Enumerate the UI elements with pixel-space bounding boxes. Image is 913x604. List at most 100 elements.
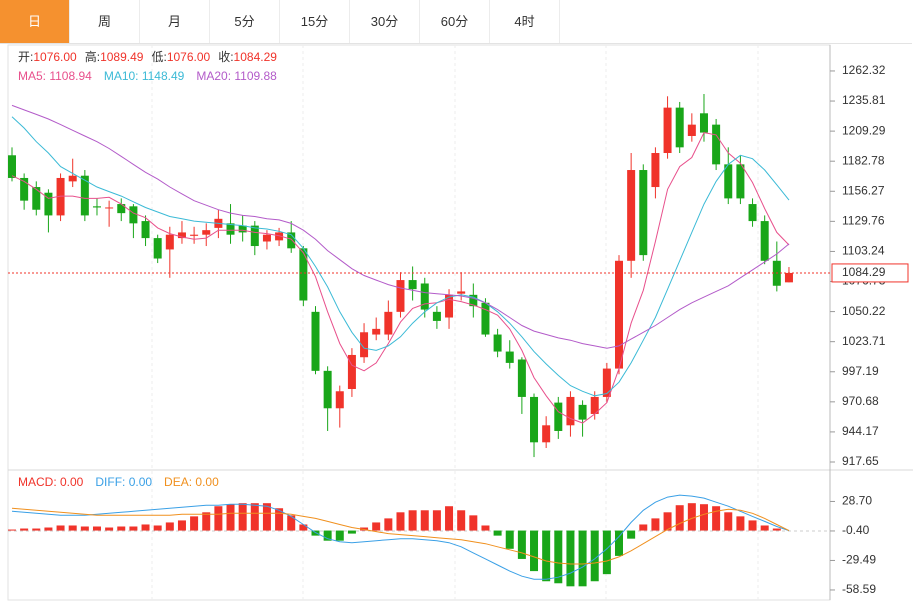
y-tick-label: -58.59	[842, 582, 876, 596]
candle-body	[396, 280, 405, 312]
candle-body	[165, 234, 174, 250]
candle-body	[445, 294, 454, 318]
candle-body	[117, 204, 126, 214]
macd-bar	[675, 505, 684, 531]
candle-body	[250, 225, 259, 247]
last-price-box	[831, 263, 909, 283]
y-tick-label: -0.40	[842, 523, 870, 537]
legend-item: MA5: 1108.94	[18, 69, 92, 83]
legend-item: 低:	[151, 50, 166, 64]
candle-body	[92, 206, 101, 208]
macd-bar	[372, 522, 381, 531]
candle-body	[590, 396, 599, 414]
legend: MACD: 0.00 DIFF: 0.00 DEA: 0.00	[18, 475, 219, 489]
period-tab[interactable]: 日	[0, 0, 70, 43]
macd-bar	[92, 526, 101, 531]
macd-bar	[760, 525, 769, 531]
candle-body	[323, 370, 332, 409]
period-tab[interactable]: 30分	[350, 0, 420, 43]
candle-body	[748, 204, 757, 222]
candle-body	[420, 283, 429, 310]
series-line	[11, 116, 790, 397]
macd-bar	[214, 506, 223, 531]
macd-bar	[287, 515, 296, 531]
legend-item: MA10: 1148.49	[104, 69, 185, 83]
period-tab[interactable]: 月	[140, 0, 210, 43]
macd-bar	[505, 530, 514, 549]
candle-body	[602, 368, 611, 397]
macd-bar	[493, 530, 502, 536]
macd-bar	[153, 525, 162, 531]
macd-bar	[445, 506, 454, 531]
macd-bar	[542, 530, 551, 582]
period-tab[interactable]: 周	[70, 0, 140, 43]
candle-body	[712, 124, 721, 165]
y-tick-label: 1050.22	[842, 304, 886, 318]
period-tab[interactable]: 15分	[280, 0, 350, 43]
y-tick-label: 917.65	[842, 454, 879, 468]
period-tab[interactable]: 5分	[210, 0, 280, 43]
macd-bar	[699, 504, 708, 531]
y-tick-label: 1023.71	[842, 334, 886, 348]
period-tab[interactable]: 4时	[490, 0, 560, 43]
macd-bar	[177, 520, 186, 531]
candle-body	[566, 396, 575, 426]
candle-body	[542, 425, 551, 443]
candle-body	[129, 206, 138, 224]
candle-body	[408, 280, 417, 290]
macd-bar	[712, 506, 721, 531]
macd-bar	[117, 526, 126, 531]
legend-item: DEA: 0.00	[164, 475, 219, 489]
candle-body	[56, 177, 65, 216]
macd-bar	[651, 518, 660, 531]
macd-bar	[420, 510, 429, 531]
y-tick-label: 1156.27	[842, 183, 885, 197]
candle-body	[493, 334, 502, 352]
macd-bar	[323, 530, 332, 541]
macd-bar	[250, 503, 259, 531]
legend: 开:1076.00 高:1089.49 低:1076.00 收:1084.29	[18, 49, 277, 64]
candle-body	[663, 107, 672, 154]
period-tabs: 日周月 5分 15分 30分 60分 4时	[0, 0, 912, 44]
macd-bar	[687, 503, 696, 531]
candle-body	[724, 164, 733, 199]
y-tick-label: 944.17	[842, 424, 879, 438]
candle-body	[105, 207, 114, 209]
candle-body	[299, 248, 308, 301]
macd-bar	[8, 529, 16, 531]
candle-body	[20, 177, 29, 201]
macd-bar	[141, 524, 150, 531]
candle-body	[226, 223, 235, 235]
candle-body	[457, 291, 466, 294]
candle-body	[44, 192, 53, 216]
period-tab[interactable]: 60分	[420, 0, 490, 43]
candle-body	[335, 391, 344, 409]
candle-body	[190, 234, 199, 236]
macd-bar	[724, 512, 733, 531]
legend-item: 1084.29	[234, 50, 278, 64]
last-price-label: 1084.29	[842, 265, 886, 279]
candle-body	[554, 402, 563, 431]
legend-item: MACD: 0.00	[18, 475, 84, 489]
candle-body	[639, 170, 648, 256]
macd-bar	[663, 512, 672, 531]
legend: MA5: 1108.94 MA10: 1148.49 MA20: 1109.88	[18, 69, 277, 83]
macd-bar	[238, 503, 247, 531]
candle-body	[736, 164, 745, 199]
y-tick-label: 1235.81	[842, 93, 886, 107]
candle-body	[517, 359, 526, 397]
legend-item: 开:	[18, 50, 33, 64]
macd-bar	[578, 530, 587, 587]
candle-body	[32, 187, 41, 210]
candle-body	[432, 311, 441, 321]
macd-bar	[129, 526, 138, 531]
macd-bar	[639, 524, 648, 531]
macd-bar	[772, 528, 781, 531]
candle-body	[68, 175, 77, 182]
macd-bar	[554, 530, 563, 584]
y-tick-label: 1129.76	[842, 214, 885, 228]
legend-item: 收:	[218, 50, 233, 64]
macd-bar	[432, 510, 441, 531]
macd-bar	[590, 530, 599, 582]
